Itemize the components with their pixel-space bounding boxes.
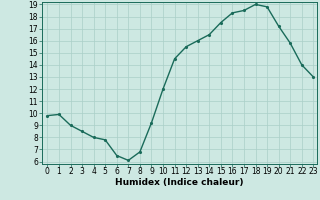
X-axis label: Humidex (Indice chaleur): Humidex (Indice chaleur): [115, 178, 244, 187]
